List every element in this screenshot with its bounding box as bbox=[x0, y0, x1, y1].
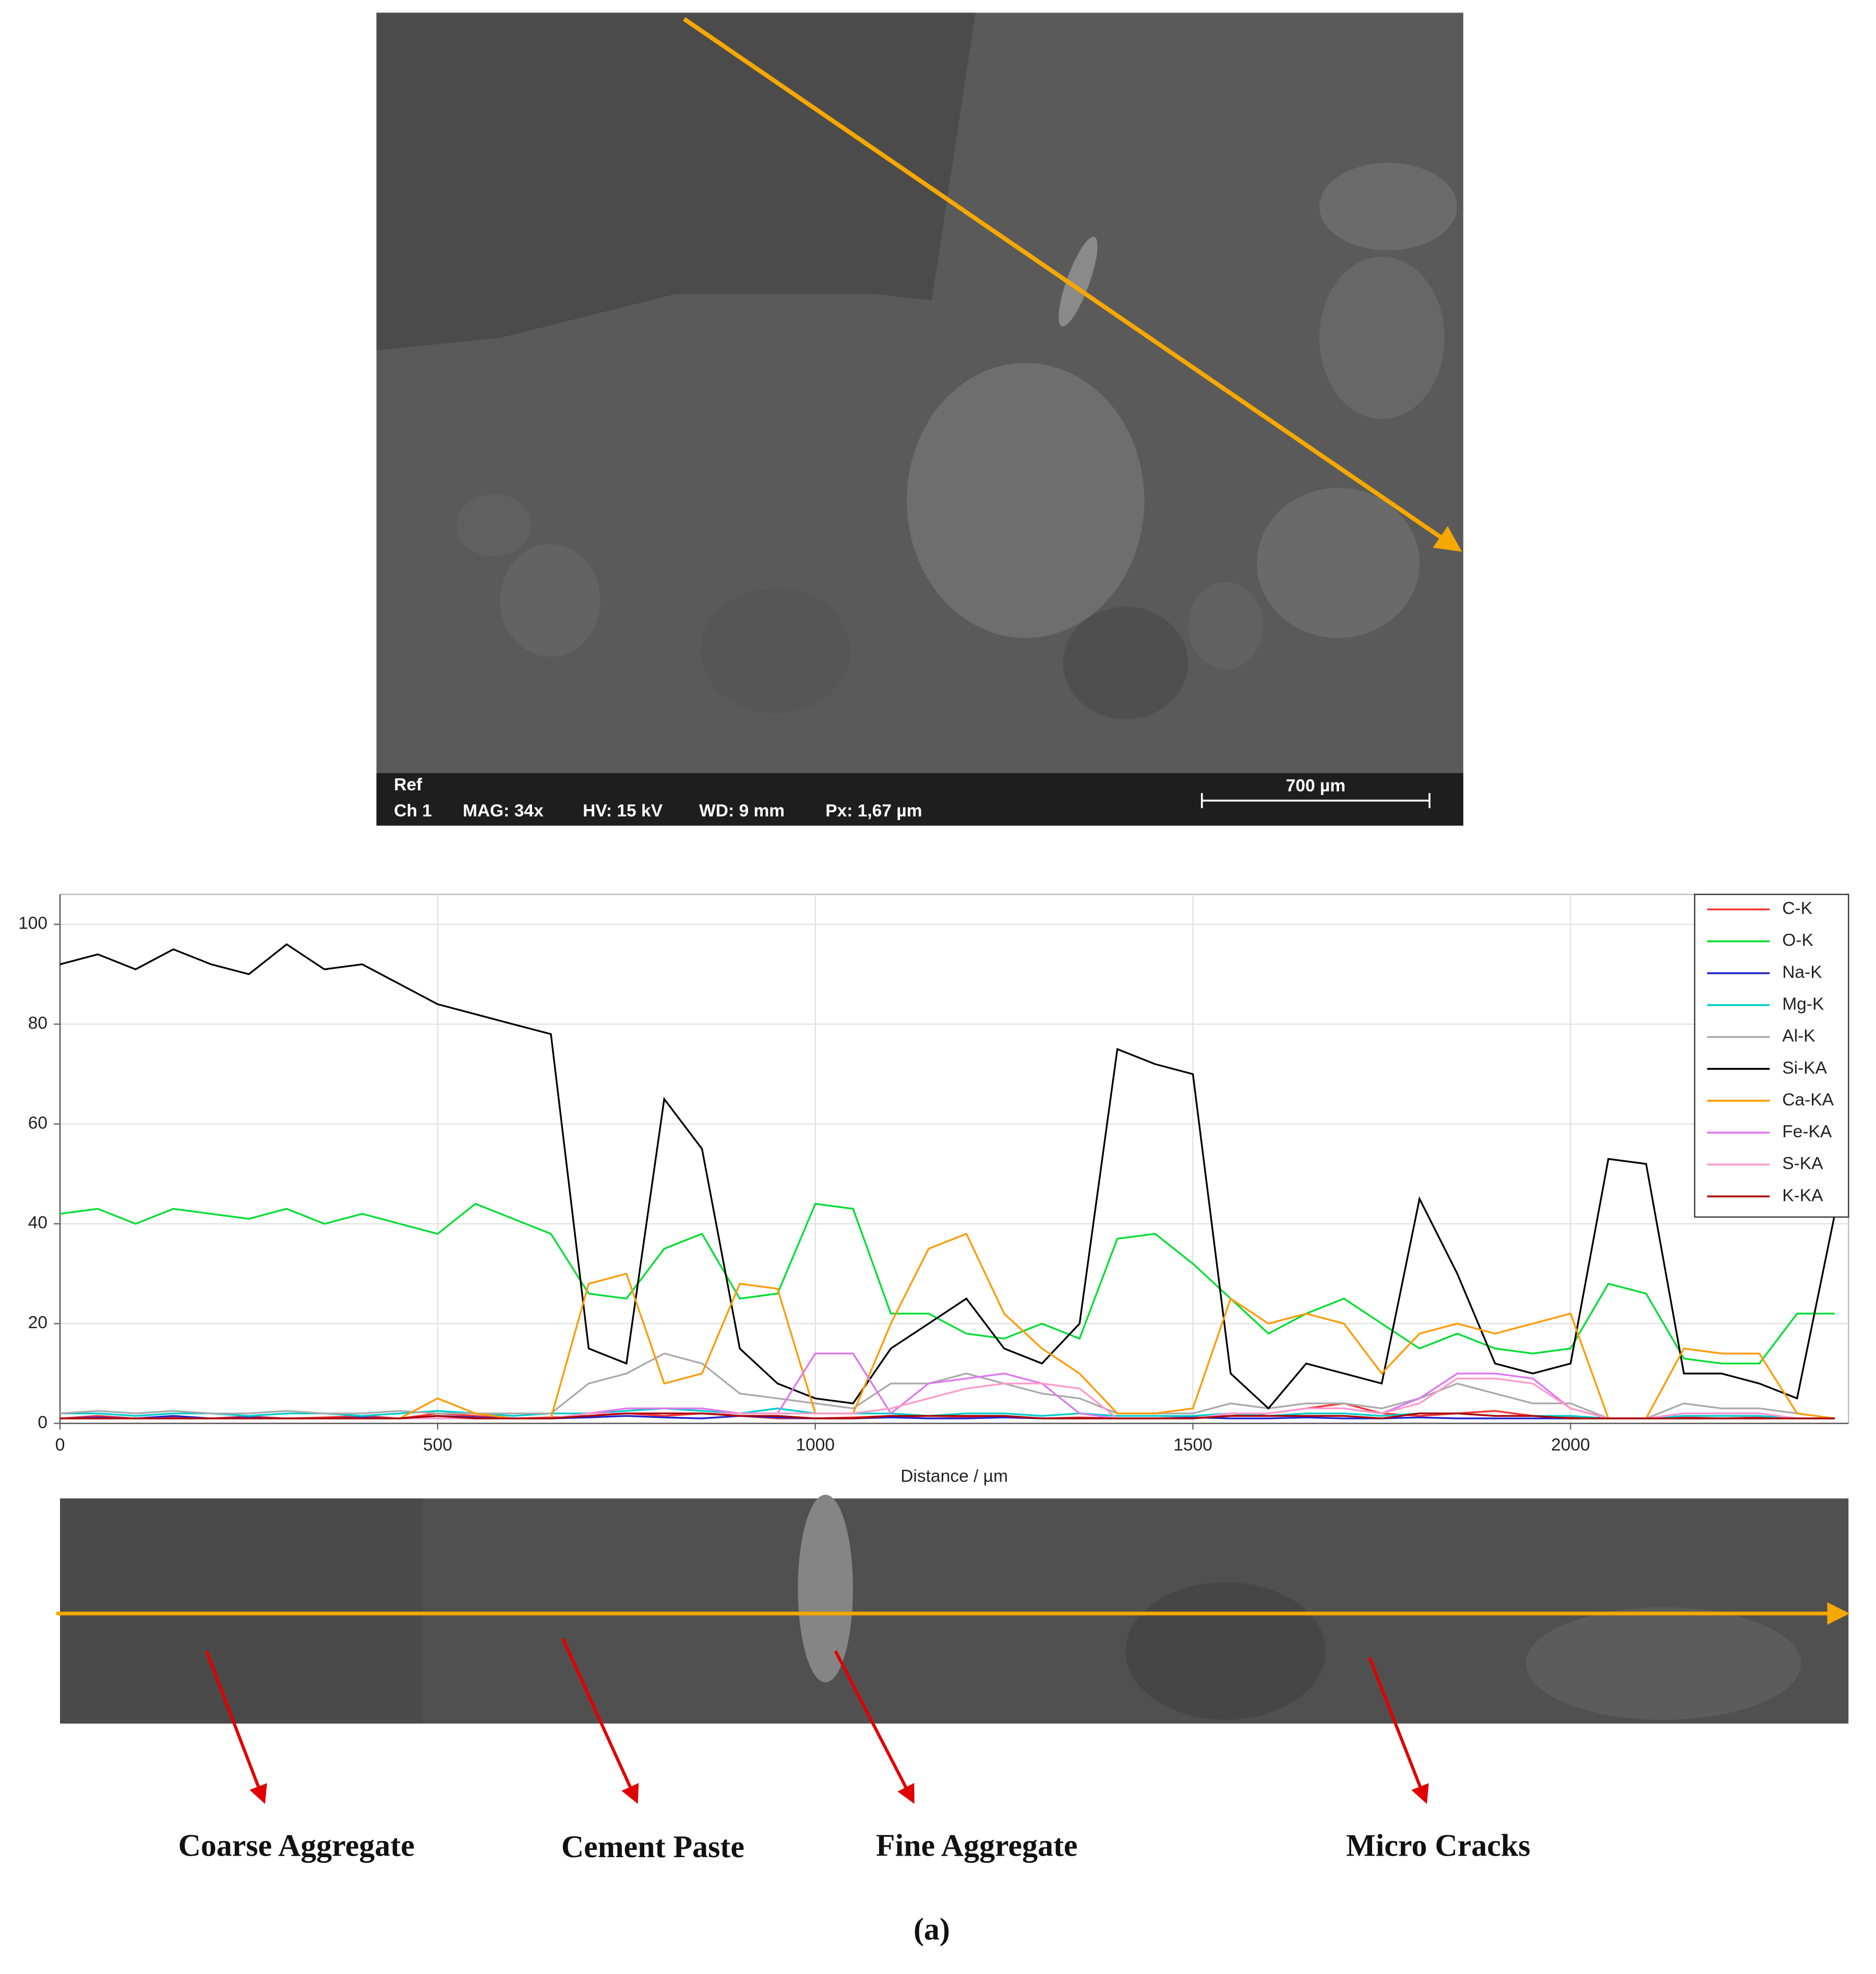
series-line bbox=[59, 1352, 1835, 1419]
legend-label: Ca-KA bbox=[1782, 1090, 1834, 1110]
y-tick-label: 80 bbox=[28, 1014, 47, 1033]
x-tick-label: 1000 bbox=[796, 1436, 835, 1455]
scale-bar-label: 700 µm bbox=[1286, 776, 1345, 796]
image-info: HV: 15 kV bbox=[583, 801, 663, 821]
x-tick-label: 2000 bbox=[1551, 1436, 1590, 1455]
image-label: Ref bbox=[394, 775, 423, 795]
legend-label: Mg-K bbox=[1782, 995, 1824, 1014]
legend-label: S-KA bbox=[1782, 1154, 1823, 1173]
x-axis-label: Distance / µm bbox=[900, 1467, 1008, 1486]
legend-label: Fe-KA bbox=[1782, 1122, 1832, 1141]
panel-label: (a) bbox=[913, 1912, 950, 1946]
legend-label: K-KA bbox=[1782, 1186, 1823, 1205]
y-tick-label: 60 bbox=[28, 1113, 47, 1133]
series-line bbox=[59, 1202, 1835, 1365]
legend-label: Al-K bbox=[1782, 1027, 1815, 1046]
legend-label: C-K bbox=[1782, 899, 1812, 918]
image-info: Px: 1,67 µm bbox=[825, 801, 922, 821]
legend-label: O-K bbox=[1782, 931, 1813, 950]
y-tick-label: 40 bbox=[28, 1213, 47, 1233]
strip-image bbox=[56, 1495, 1850, 1804]
annotation: Micro Cracks bbox=[1346, 1828, 1530, 1862]
x-tick-label: 1500 bbox=[1173, 1436, 1212, 1455]
y-tick-label: 20 bbox=[28, 1313, 47, 1332]
y-tick-label: 0 bbox=[38, 1413, 47, 1432]
annotation: Coarse Aggregate bbox=[178, 1828, 415, 1862]
plot-area bbox=[59, 894, 1849, 1424]
legend-label: Si-KA bbox=[1782, 1058, 1827, 1078]
image-info: MAG: 34x bbox=[463, 801, 544, 821]
x-tick-label: 500 bbox=[423, 1436, 452, 1455]
y-tick-label: 100 bbox=[18, 914, 47, 933]
x-tick-label: 0 bbox=[55, 1436, 65, 1455]
series-line bbox=[59, 943, 1836, 1410]
image-info: Ch 1 bbox=[394, 801, 432, 821]
legend-label: Na-K bbox=[1782, 962, 1822, 982]
legend-box bbox=[1694, 894, 1849, 1218]
sem-image: Ref Ch 1 MAG: 34x HV: 15 kV WD: 9 mm Px:… bbox=[376, 13, 1463, 826]
annotation: Fine Aggregate bbox=[876, 1828, 1078, 1862]
image-info: WD: 9 mm bbox=[699, 801, 785, 821]
series-line bbox=[60, 1412, 1835, 1419]
annotation: Cement Paste bbox=[561, 1829, 744, 1864]
